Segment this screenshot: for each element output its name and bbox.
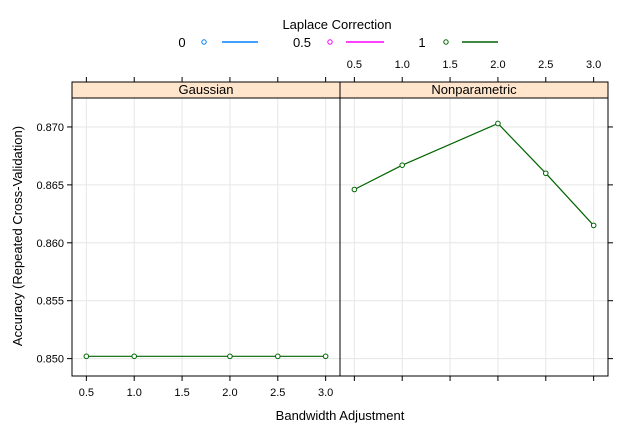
x-tick-label: 3.0 — [318, 387, 333, 399]
data-point — [590, 222, 597, 229]
x-tick-label: 2.0 — [222, 387, 237, 399]
x-tick-label: 2.5 — [538, 59, 553, 71]
data-point — [83, 353, 90, 360]
panel-border — [71, 97, 341, 377]
x-tick-label: 1.0 — [127, 387, 142, 399]
data-point — [227, 353, 233, 360]
x-tick-label: 0.5 — [79, 387, 94, 399]
y-tick-label: 0.860 — [36, 238, 64, 250]
x-tick-label: 1.5 — [442, 59, 457, 71]
data-point — [399, 162, 406, 168]
data-point — [351, 186, 358, 193]
x-tick-label: 1.0 — [395, 59, 410, 71]
data-point — [542, 170, 549, 177]
strip-title: Gaussian — [179, 82, 234, 97]
data-point — [131, 353, 138, 360]
legend-marker — [327, 39, 333, 45]
data-point — [322, 353, 329, 360]
data-point — [274, 353, 281, 360]
panel-nonparametric: Nonparametric 0.5 1.0 1.5 2.0 2.5 3.0 — [339, 59, 613, 381]
y-tick-label: 0.865 — [36, 180, 64, 192]
series-line — [354, 122, 595, 226]
y-tick-label: 0.850 — [36, 354, 64, 366]
x-tick-label: 3.0 — [586, 59, 601, 71]
data-point — [495, 120, 501, 127]
panel-border — [339, 97, 609, 377]
legend-label: 0 — [178, 35, 185, 50]
y-axis-label: Accuracy (Repeated Cross-Validation) — [10, 126, 25, 346]
y-tick-label: 0.870 — [36, 122, 64, 134]
legend-title: Laplace Correction — [282, 17, 391, 32]
x-tick-label: 2.5 — [270, 387, 285, 399]
legend-label: 0.5 — [293, 35, 311, 50]
y-tick-label: 0.855 — [36, 296, 64, 308]
panels: Gaussian 0.5 1.0 1.5 2.0 2.5 3.0 0.850 0.855 0.86… — [36, 59, 613, 399]
x-tick-label: 2.0 — [490, 59, 505, 71]
x-tick-label: 0.5 — [347, 59, 362, 71]
legend-marker — [443, 39, 449, 45]
legend-marker — [201, 39, 207, 45]
panel-gaussian: Gaussian 0.5 1.0 1.5 2.0 2.5 3.0 0.850 0.855 0.86… — [36, 77, 341, 399]
strip-title: Nonparametric — [431, 82, 517, 97]
legend: 0 0.5 1 — [178, 35, 498, 50]
x-axis-label: Bandwidth Adjustment — [276, 408, 405, 423]
legend-label: 1 — [418, 35, 425, 50]
x-tick-label: 1.5 — [174, 387, 189, 399]
